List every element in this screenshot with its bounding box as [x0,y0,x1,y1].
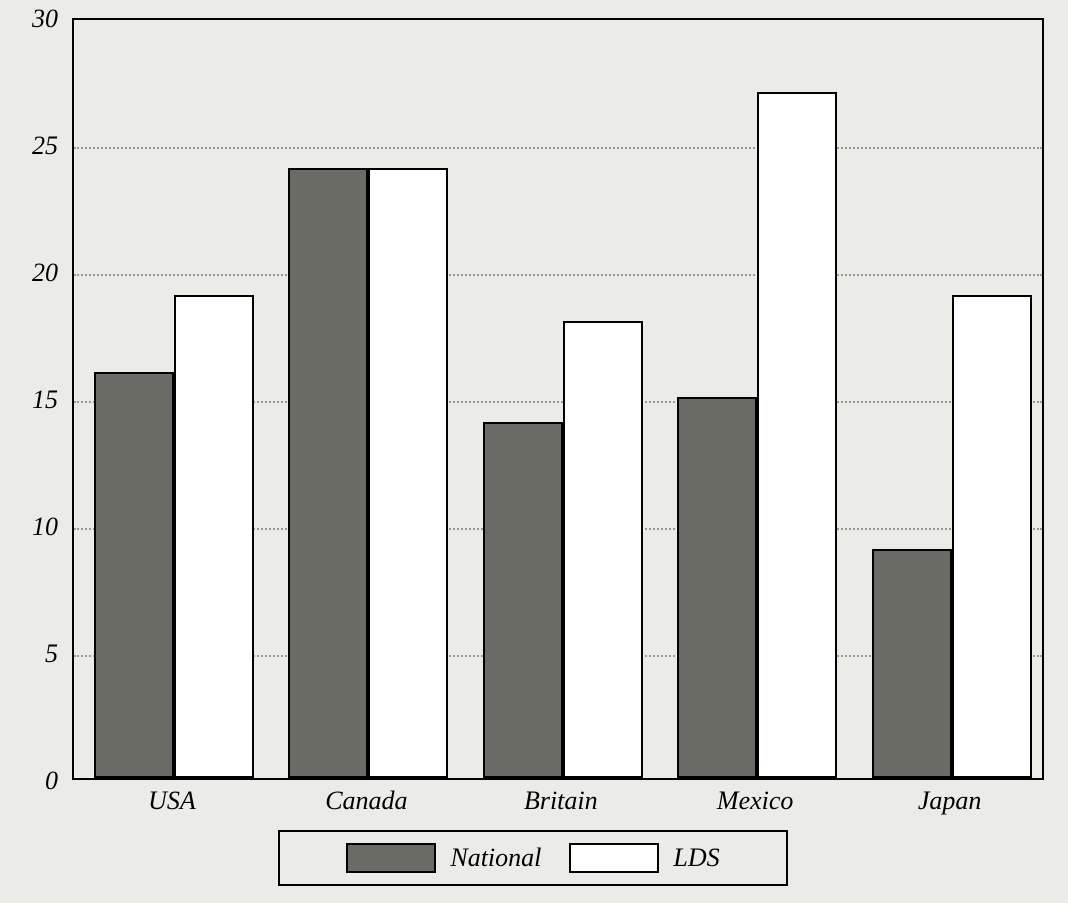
x-tick-label: Japan [850,786,1050,816]
grid-line [74,147,1042,149]
bar-national-usa [94,372,174,778]
legend-swatch-national [346,843,436,873]
chart-stage: 0 5 10 15 20 25 30 USACanadaBritainMexicoJapan… [0,0,1068,903]
bar-lds-japan [952,295,1032,778]
grid-line [74,274,1042,276]
y-tick-label: 0 [0,766,58,796]
bar-lds-usa [174,295,254,778]
bar-national-mexico [677,397,757,778]
bar-lds-britain [563,321,643,778]
bar-national-japan [872,549,952,778]
x-tick-label: Mexico [655,786,855,816]
y-tick-label: 10 [0,512,58,542]
y-tick-label: 5 [0,639,58,669]
plot-area [72,18,1044,780]
y-tick-label: 20 [0,258,58,288]
legend-label: LDS [673,843,719,873]
x-tick-label: Canada [266,786,466,816]
y-tick-label: 25 [0,131,58,161]
bar-national-canada [288,168,368,778]
bar-lds-canada [368,168,448,778]
y-tick-label: 30 [0,4,58,34]
y-tick-label: 15 [0,385,58,415]
x-tick-label: USA [72,786,272,816]
legend-item: National [346,843,541,873]
legend-swatch-lds [569,843,659,873]
x-tick-label: Britain [461,786,661,816]
bar-lds-mexico [757,92,837,778]
legend: National LDS [278,830,788,886]
bar-national-britain [483,422,563,778]
legend-label: National [450,843,541,873]
legend-item: LDS [569,843,719,873]
